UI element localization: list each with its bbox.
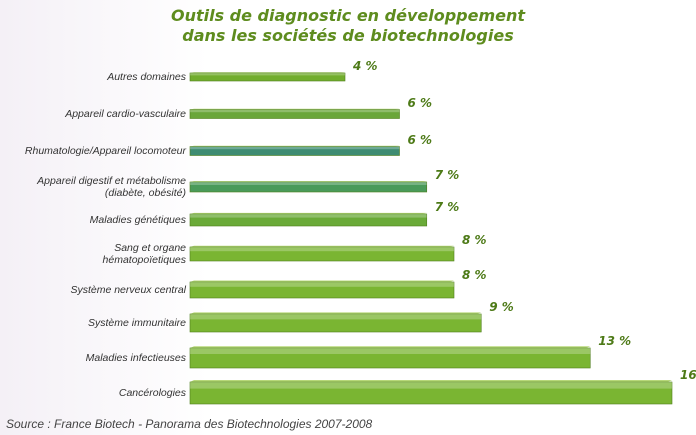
bar-highlight <box>190 146 400 150</box>
bar <box>189 181 428 193</box>
source: Source : France Biotech - Panorama des B… <box>6 417 373 431</box>
bar <box>189 313 482 333</box>
value-label: 13 % <box>598 334 632 348</box>
bar-top <box>190 346 591 348</box>
category-label: Autres domaines <box>107 71 186 83</box>
bar-highlight <box>190 109 400 113</box>
value-label: 8 % <box>462 268 487 282</box>
value-label: 16 % <box>680 368 696 382</box>
value-label: 9 % <box>489 300 514 314</box>
bar <box>189 72 346 82</box>
bar-highlight <box>190 282 454 287</box>
bar-highlight <box>190 382 672 389</box>
chart-title: Outils de diagnostic en développement da… <box>170 6 526 45</box>
bar <box>189 281 455 299</box>
bar <box>189 381 673 405</box>
bar-top <box>190 380 672 382</box>
category-label: Cancérologies <box>118 387 186 399</box>
bar-highlight <box>190 314 482 320</box>
bar-top <box>190 280 454 282</box>
bar <box>189 109 400 119</box>
category-label: Système nerveux central <box>70 284 186 296</box>
bar <box>189 246 455 262</box>
bar-top <box>190 312 482 314</box>
value-label: 7 % <box>434 168 460 182</box>
bar-highlight <box>190 348 591 354</box>
bar-highlight <box>190 247 454 252</box>
value-label: 7 % <box>434 200 460 214</box>
category-label: Sang et organe hématopoïetiques <box>102 242 186 266</box>
bar-highlight <box>190 214 427 218</box>
category-label: Maladies génétiques <box>89 214 186 226</box>
category-label: Maladies infectieuses <box>85 352 186 364</box>
bar <box>189 146 400 156</box>
value-label: 4 % <box>353 59 378 73</box>
value-label: 8 % <box>462 233 487 247</box>
category-label: Appareil digestif et métabolisme (diabèt… <box>37 175 186 199</box>
category-label: Rhumatologie/Appareil locomoteur <box>24 145 186 157</box>
bar-highlight <box>190 73 345 76</box>
value-label: 6 % <box>407 95 433 110</box>
category-label: Système immunitaire <box>87 317 186 329</box>
value-label: 6 % <box>407 132 433 147</box>
bar <box>189 213 428 227</box>
bar <box>189 347 591 369</box>
bar-top <box>190 245 454 247</box>
bar-highlight <box>190 182 427 185</box>
category-label: Appareil cardio-vasculaire <box>65 108 186 120</box>
